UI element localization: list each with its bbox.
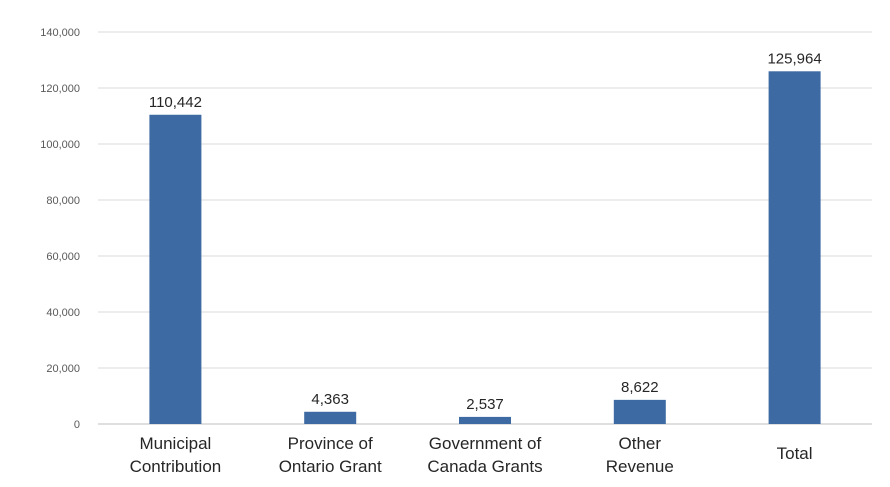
bar (613, 399, 666, 424)
x-tick-label: Total (777, 444, 813, 463)
x-axis-ticks: Municipal Contribution Province of Ontario … (130, 434, 813, 476)
data-labels: 110,442 4,363 2,537 8,622 125,964 (149, 50, 822, 413)
x-tick-label: Other Revenue (606, 434, 674, 476)
y-axis-ticks: 0 20,000 40,000 60,000 80,000 100,000 120,000 1… (40, 27, 80, 431)
data-label: 4,363 (311, 391, 349, 408)
data-label: 125,964 (767, 50, 821, 67)
data-label: 110,442 (149, 94, 202, 111)
x-tick-label: Province of Ontario Grant (279, 434, 382, 476)
x-tick-label: Municipal Contribution (130, 434, 222, 476)
y-tick-label: 100,000 (40, 139, 80, 151)
y-tick-label: 40,000 (46, 307, 80, 319)
bars (149, 71, 821, 425)
bar (768, 71, 821, 425)
y-tick-label: 60,000 (46, 251, 80, 263)
y-tick-label: 140,000 (40, 27, 80, 39)
y-tick-label: 20,000 (46, 363, 80, 375)
y-tick-label: 0 (74, 419, 80, 431)
bar (149, 114, 202, 425)
y-tick-label: 120,000 (40, 83, 80, 95)
data-label: 8,622 (621, 379, 659, 396)
x-tick-label: Government of Canada Grants (427, 434, 542, 476)
bar (304, 411, 357, 424)
data-label: 2,537 (466, 396, 504, 413)
bar (459, 416, 511, 424)
gridlines (98, 31, 872, 425)
y-tick-label: 80,000 (46, 195, 80, 207)
